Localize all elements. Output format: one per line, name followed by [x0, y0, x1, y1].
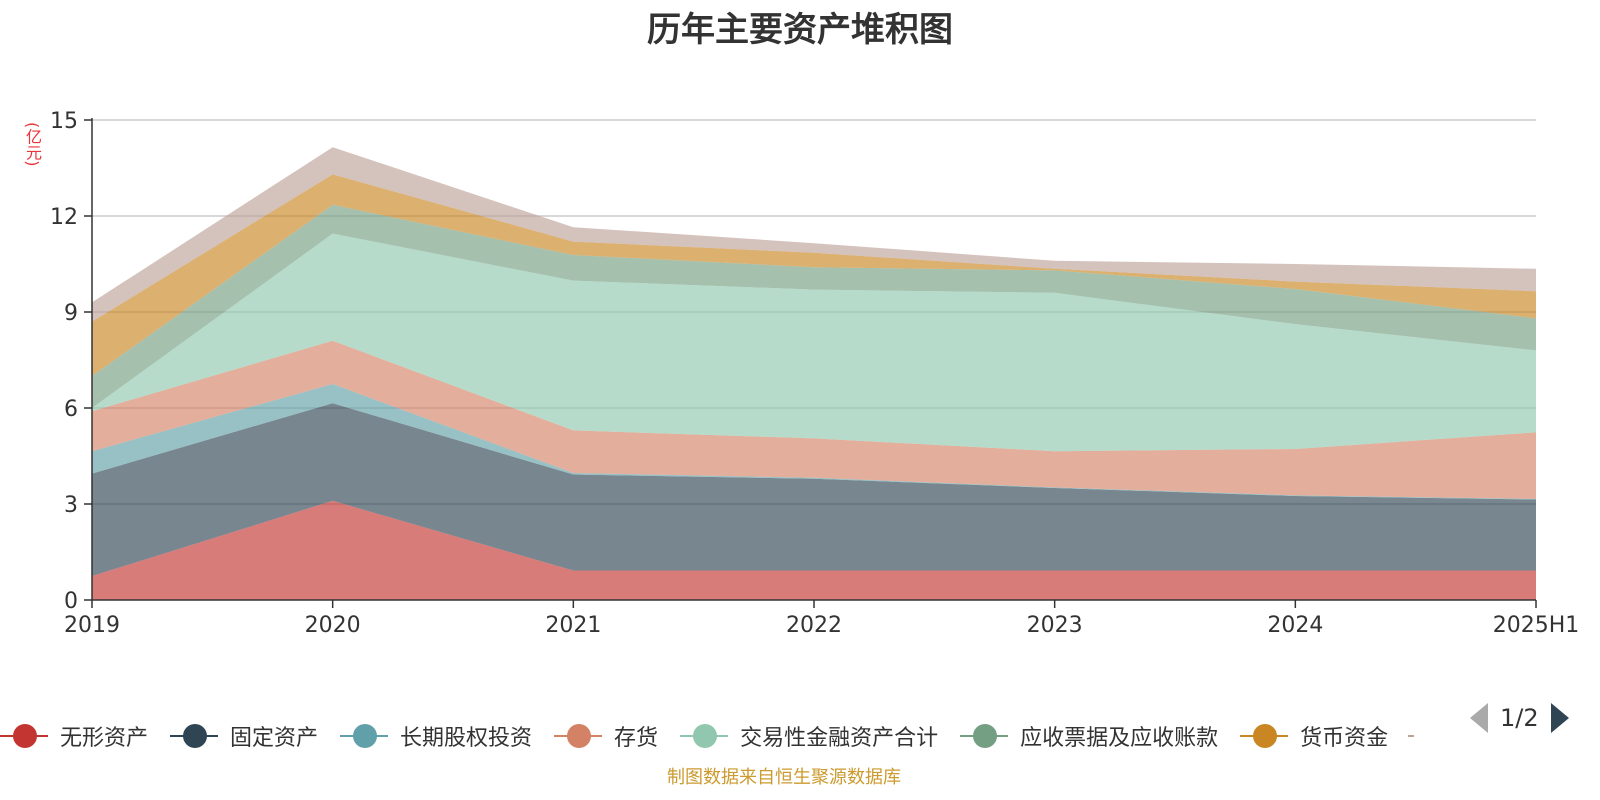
legend-label: 货币资金: [1300, 726, 1389, 751]
legend-item[interactable]: 交易性金融资产合计: [680, 720, 938, 752]
y-tick-label: 15: [50, 109, 78, 134]
legend-next-page-button[interactable]: [1550, 703, 1569, 733]
legend-page-indicator: 1/2: [1500, 704, 1539, 732]
legend-prev-page-button[interactable]: [1470, 703, 1488, 733]
legend-marker: [680, 723, 729, 749]
legend-item[interactable]: 长期股权投资: [340, 720, 532, 752]
legend-marker: [554, 723, 603, 749]
area-series-4: [92, 233, 1536, 452]
legend: 无形资产 固定资产 长期股权投资 存货 交易性金融资产合计 应收票据及应收账款 货币资金: [0, 718, 1438, 754]
x-tick-label: 2022: [786, 613, 842, 638]
data-source-note: 制图数据来自恒生聚源数据库: [667, 767, 901, 788]
legend-marker: [0, 723, 48, 749]
legend-label: 无形资产: [60, 726, 149, 751]
y-tick-label: 3: [64, 493, 78, 518]
x-tick-label: 2020: [305, 613, 361, 638]
legend-marker: [340, 723, 389, 749]
area-series-1: [92, 403, 1536, 576]
area-series-6: [92, 174, 1536, 376]
legend-overflow-marker: [1408, 735, 1415, 737]
x-tick-label: 2021: [545, 613, 601, 638]
area-series-0: [92, 500, 1536, 600]
legend-label: 长期股权投资: [400, 726, 533, 751]
legend-item[interactable]: 无形资产: [0, 720, 148, 752]
legend-item[interactable]: 固定资产: [170, 720, 318, 752]
legend-label: 交易性金融资产合计: [740, 726, 939, 751]
y-tick-label: 6: [64, 397, 78, 422]
legend-label: 固定资产: [230, 726, 319, 751]
area-series-3: [92, 340, 1536, 499]
y-tick-label: 0: [64, 589, 78, 614]
area-series-5: [92, 204, 1536, 408]
legend-marker: [1240, 723, 1289, 749]
legend-marker: [170, 723, 219, 749]
y-tick-label: 12: [50, 205, 78, 230]
x-tick-label: 2025H1: [1493, 613, 1580, 638]
y-tick-label: 9: [64, 301, 78, 326]
y-axis-unit: (亿元): [23, 122, 42, 167]
chart-title: 历年主要资产堆积图: [647, 10, 953, 50]
legend-pager: 1/2: [1470, 700, 1569, 736]
area-series-7: [92, 147, 1536, 322]
legend-item[interactable]: 货币资金: [1240, 720, 1388, 752]
legend-marker: [960, 723, 1009, 749]
legend-label: 应收票据及应收账款: [1020, 726, 1219, 751]
legend-item[interactable]: 应收票据及应收账款: [960, 720, 1218, 752]
legend-item[interactable]: 存货: [554, 720, 658, 752]
x-tick-label: 2024: [1267, 613, 1323, 638]
legend-label: 存货: [614, 726, 659, 751]
x-tick-label: 2019: [64, 613, 120, 638]
x-tick-label: 2023: [1027, 613, 1083, 638]
